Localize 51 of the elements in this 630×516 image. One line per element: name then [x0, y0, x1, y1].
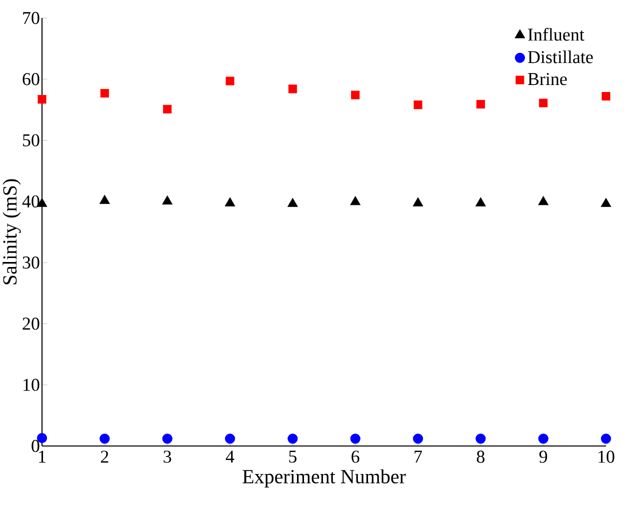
point [224, 197, 236, 206]
y-tick-label: 30 [22, 256, 40, 269]
point [288, 434, 298, 444]
point [288, 198, 298, 207]
point [226, 76, 234, 86]
legend-label: Brine [528, 73, 567, 86]
x-tick-label: 3 [164, 450, 172, 463]
point [476, 100, 485, 108]
x-tick-label: 8 [476, 450, 484, 463]
y-tick-label: 60 [22, 73, 40, 86]
point [100, 194, 110, 204]
point [350, 434, 360, 444]
point [100, 434, 110, 444]
point [476, 434, 486, 444]
y-tick-label: 70 [23, 12, 40, 24]
y-axis-title: Salinity (mS) [2, 179, 21, 284]
point [600, 434, 612, 444]
point [600, 198, 612, 207]
point [351, 90, 360, 100]
y-tick-label: 10 [24, 378, 40, 391]
x-tick-label: 10 [598, 450, 614, 463]
point [163, 104, 172, 114]
x-tick-label: 6 [352, 450, 360, 463]
legend-label: Influent [528, 28, 584, 41]
point [412, 197, 424, 206]
point [538, 434, 548, 444]
y-tick-label: 40 [22, 195, 40, 208]
y-tick-label: 0 [32, 440, 40, 452]
legend-label: Distillate [528, 50, 593, 64]
x-tick-label: 7 [414, 450, 422, 462]
x-tick-label: 5 [289, 450, 296, 463]
x-tick-label: 4 [226, 450, 234, 463]
point [162, 196, 172, 204]
point [414, 100, 422, 110]
y-tick-label: 20 [22, 318, 40, 330]
y-tick-label: 50 [23, 134, 40, 146]
x-tick-label: 9 [539, 450, 548, 463]
x-axis-title: Experiment Number [242, 469, 406, 488]
point [288, 84, 297, 94]
point [350, 196, 360, 206]
point [602, 92, 610, 101]
point [538, 196, 548, 206]
point [224, 434, 236, 444]
x-tick-label: 1 [39, 450, 46, 463]
point [476, 197, 486, 206]
point [38, 95, 46, 104]
x-tick-label: 2 [100, 450, 108, 463]
point [412, 434, 424, 444]
point [100, 88, 109, 98]
point [162, 434, 172, 444]
point [539, 98, 548, 108]
